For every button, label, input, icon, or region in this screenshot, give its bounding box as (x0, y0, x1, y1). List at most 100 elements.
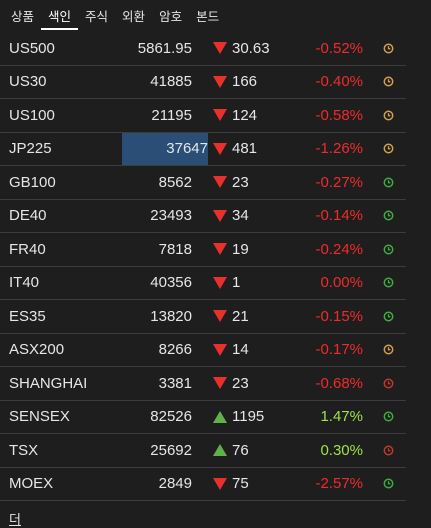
green-clock-icon (382, 233, 394, 266)
change-cell: 76 (213, 434, 249, 467)
percent-change: -0.17% (315, 341, 363, 359)
quote-row[interactable]: ASX200 8266 14 -0.17% (0, 334, 406, 367)
price-value: 41885 (150, 73, 192, 91)
red-clock-icon (382, 434, 394, 467)
quote-row[interactable]: US30 41885 166 -0.40% (0, 66, 406, 99)
quote-row[interactable]: IT40 40356 1 0.00% (0, 267, 406, 300)
down-arrow-icon (213, 42, 227, 55)
symbol-label: SENSEX (9, 408, 70, 426)
change-value: 23 (232, 374, 249, 392)
change-value: 14 (232, 341, 249, 359)
change-cell: 14 (213, 334, 249, 367)
down-arrow-icon (213, 109, 227, 122)
price-value: 21195 (151, 106, 192, 124)
price-value: 82526 (150, 408, 192, 426)
red-clock-icon (382, 367, 394, 400)
down-arrow-icon (213, 176, 227, 189)
percent-change: 0.00% (320, 274, 363, 292)
down-arrow-icon (213, 243, 227, 256)
down-arrow-icon (213, 142, 227, 155)
percent-change: -0.15% (315, 307, 363, 325)
down-arrow-icon (213, 477, 227, 490)
symbol-label: SHANGHAI (9, 374, 88, 392)
change-cell: 30.63 (213, 32, 270, 65)
change-value: 1 (232, 274, 241, 292)
quote-row[interactable]: ES35 13820 21 -0.15% (0, 300, 406, 334)
percent-change: -0.40% (315, 73, 363, 91)
price-value: 8266 (158, 341, 192, 359)
green-clock-icon (382, 401, 394, 434)
tab-indices[interactable]: 색인 (41, 0, 79, 30)
change-cell: 481 (213, 133, 257, 166)
symbol-label: US500 (9, 39, 55, 57)
symbol-label: TSX (9, 441, 39, 459)
green-clock-icon (382, 468, 394, 501)
symbol-label: US30 (9, 73, 47, 91)
more-link[interactable]: 더 (9, 513, 21, 528)
tab-stocks[interactable]: 주식 (85, 9, 109, 24)
symbol-label: FR40 (9, 240, 46, 258)
orange-clock-icon (382, 99, 394, 132)
percent-change: 1.47% (320, 408, 363, 426)
tab-bonds[interactable]: 본드 (196, 9, 220, 24)
tab-crypto[interactable]: 암호 (159, 9, 183, 24)
price-value: 7818 (158, 240, 192, 258)
quote-row[interactable]: GB100 8562 23 -0.27% (0, 166, 406, 200)
green-clock-icon (382, 200, 394, 233)
change-value: 75 (232, 475, 249, 493)
symbol-label: JP225 (9, 140, 52, 158)
quote-row[interactable]: SHANGHAI 3381 23 -0.68% (0, 367, 406, 401)
symbol-label: MOEX (9, 475, 54, 493)
symbol-label: DE40 (9, 207, 47, 225)
quote-row[interactable]: MOEX 2849 75 -2.57% (0, 468, 406, 501)
change-value: 481 (232, 140, 258, 158)
change-value: 1195 (232, 408, 265, 426)
category-tabs: 상품 색인 주식 외환 암호 본드 (0, 0, 431, 30)
orange-clock-icon (382, 334, 394, 367)
price-value: 25692 (150, 441, 192, 459)
change-cell: 1195 (213, 401, 264, 434)
percent-change: -0.24% (315, 240, 363, 258)
up-arrow-icon (213, 444, 227, 457)
change-cell: 1 (213, 267, 240, 300)
quote-row[interactable]: US500 5861.95 30.63 -0.52% (0, 32, 406, 66)
quote-row[interactable]: TSX 25692 76 0.30% (0, 434, 406, 468)
tab-commodities[interactable]: 상품 (11, 9, 35, 24)
tab-forex[interactable]: 외환 (122, 9, 146, 24)
quote-row[interactable]: US100 21195 124 -0.58% (0, 99, 406, 133)
percent-change: -0.14% (315, 207, 363, 225)
symbol-label: ASX200 (9, 341, 65, 359)
percent-change: -1.26% (315, 140, 363, 158)
change-value: 166 (232, 73, 258, 91)
quote-row[interactable]: DE40 23493 34 -0.14% (0, 200, 406, 233)
quote-row[interactable]: SENSEX 82526 1195 1.47% (0, 401, 406, 434)
symbol-label: US100 (9, 106, 55, 124)
change-cell: 75 (213, 468, 249, 501)
change-value: 76 (232, 441, 249, 459)
price-value: 13820 (150, 307, 192, 325)
change-cell: 166 (213, 66, 257, 99)
green-clock-icon (382, 166, 394, 199)
change-value: 30.63 (232, 39, 270, 57)
percent-change: -0.68% (315, 374, 363, 392)
down-arrow-icon (213, 377, 227, 390)
change-cell: 23 (213, 367, 249, 400)
down-arrow-icon (213, 343, 227, 356)
change-value: 34 (232, 207, 249, 225)
price-value: 3381 (158, 374, 192, 392)
price-value: 5861.95 (137, 39, 192, 57)
quote-row[interactable]: FR40 7818 19 -0.24% (0, 233, 406, 267)
price-value: 2849 (158, 475, 192, 493)
down-arrow-icon (213, 310, 227, 323)
orange-clock-icon (382, 32, 394, 65)
price-value: 8562 (158, 173, 192, 191)
quote-row[interactable]: JP225 37647 481 -1.26% (0, 132, 406, 166)
percent-change: -2.57% (315, 475, 363, 493)
percent-change: -0.27% (315, 173, 363, 191)
green-clock-icon (382, 267, 394, 300)
up-arrow-icon (213, 410, 227, 423)
price-value: 40356 (150, 274, 192, 292)
change-cell: 21 (213, 300, 249, 333)
symbol-label: IT40 (9, 274, 40, 292)
change-cell: 23 (213, 166, 249, 199)
